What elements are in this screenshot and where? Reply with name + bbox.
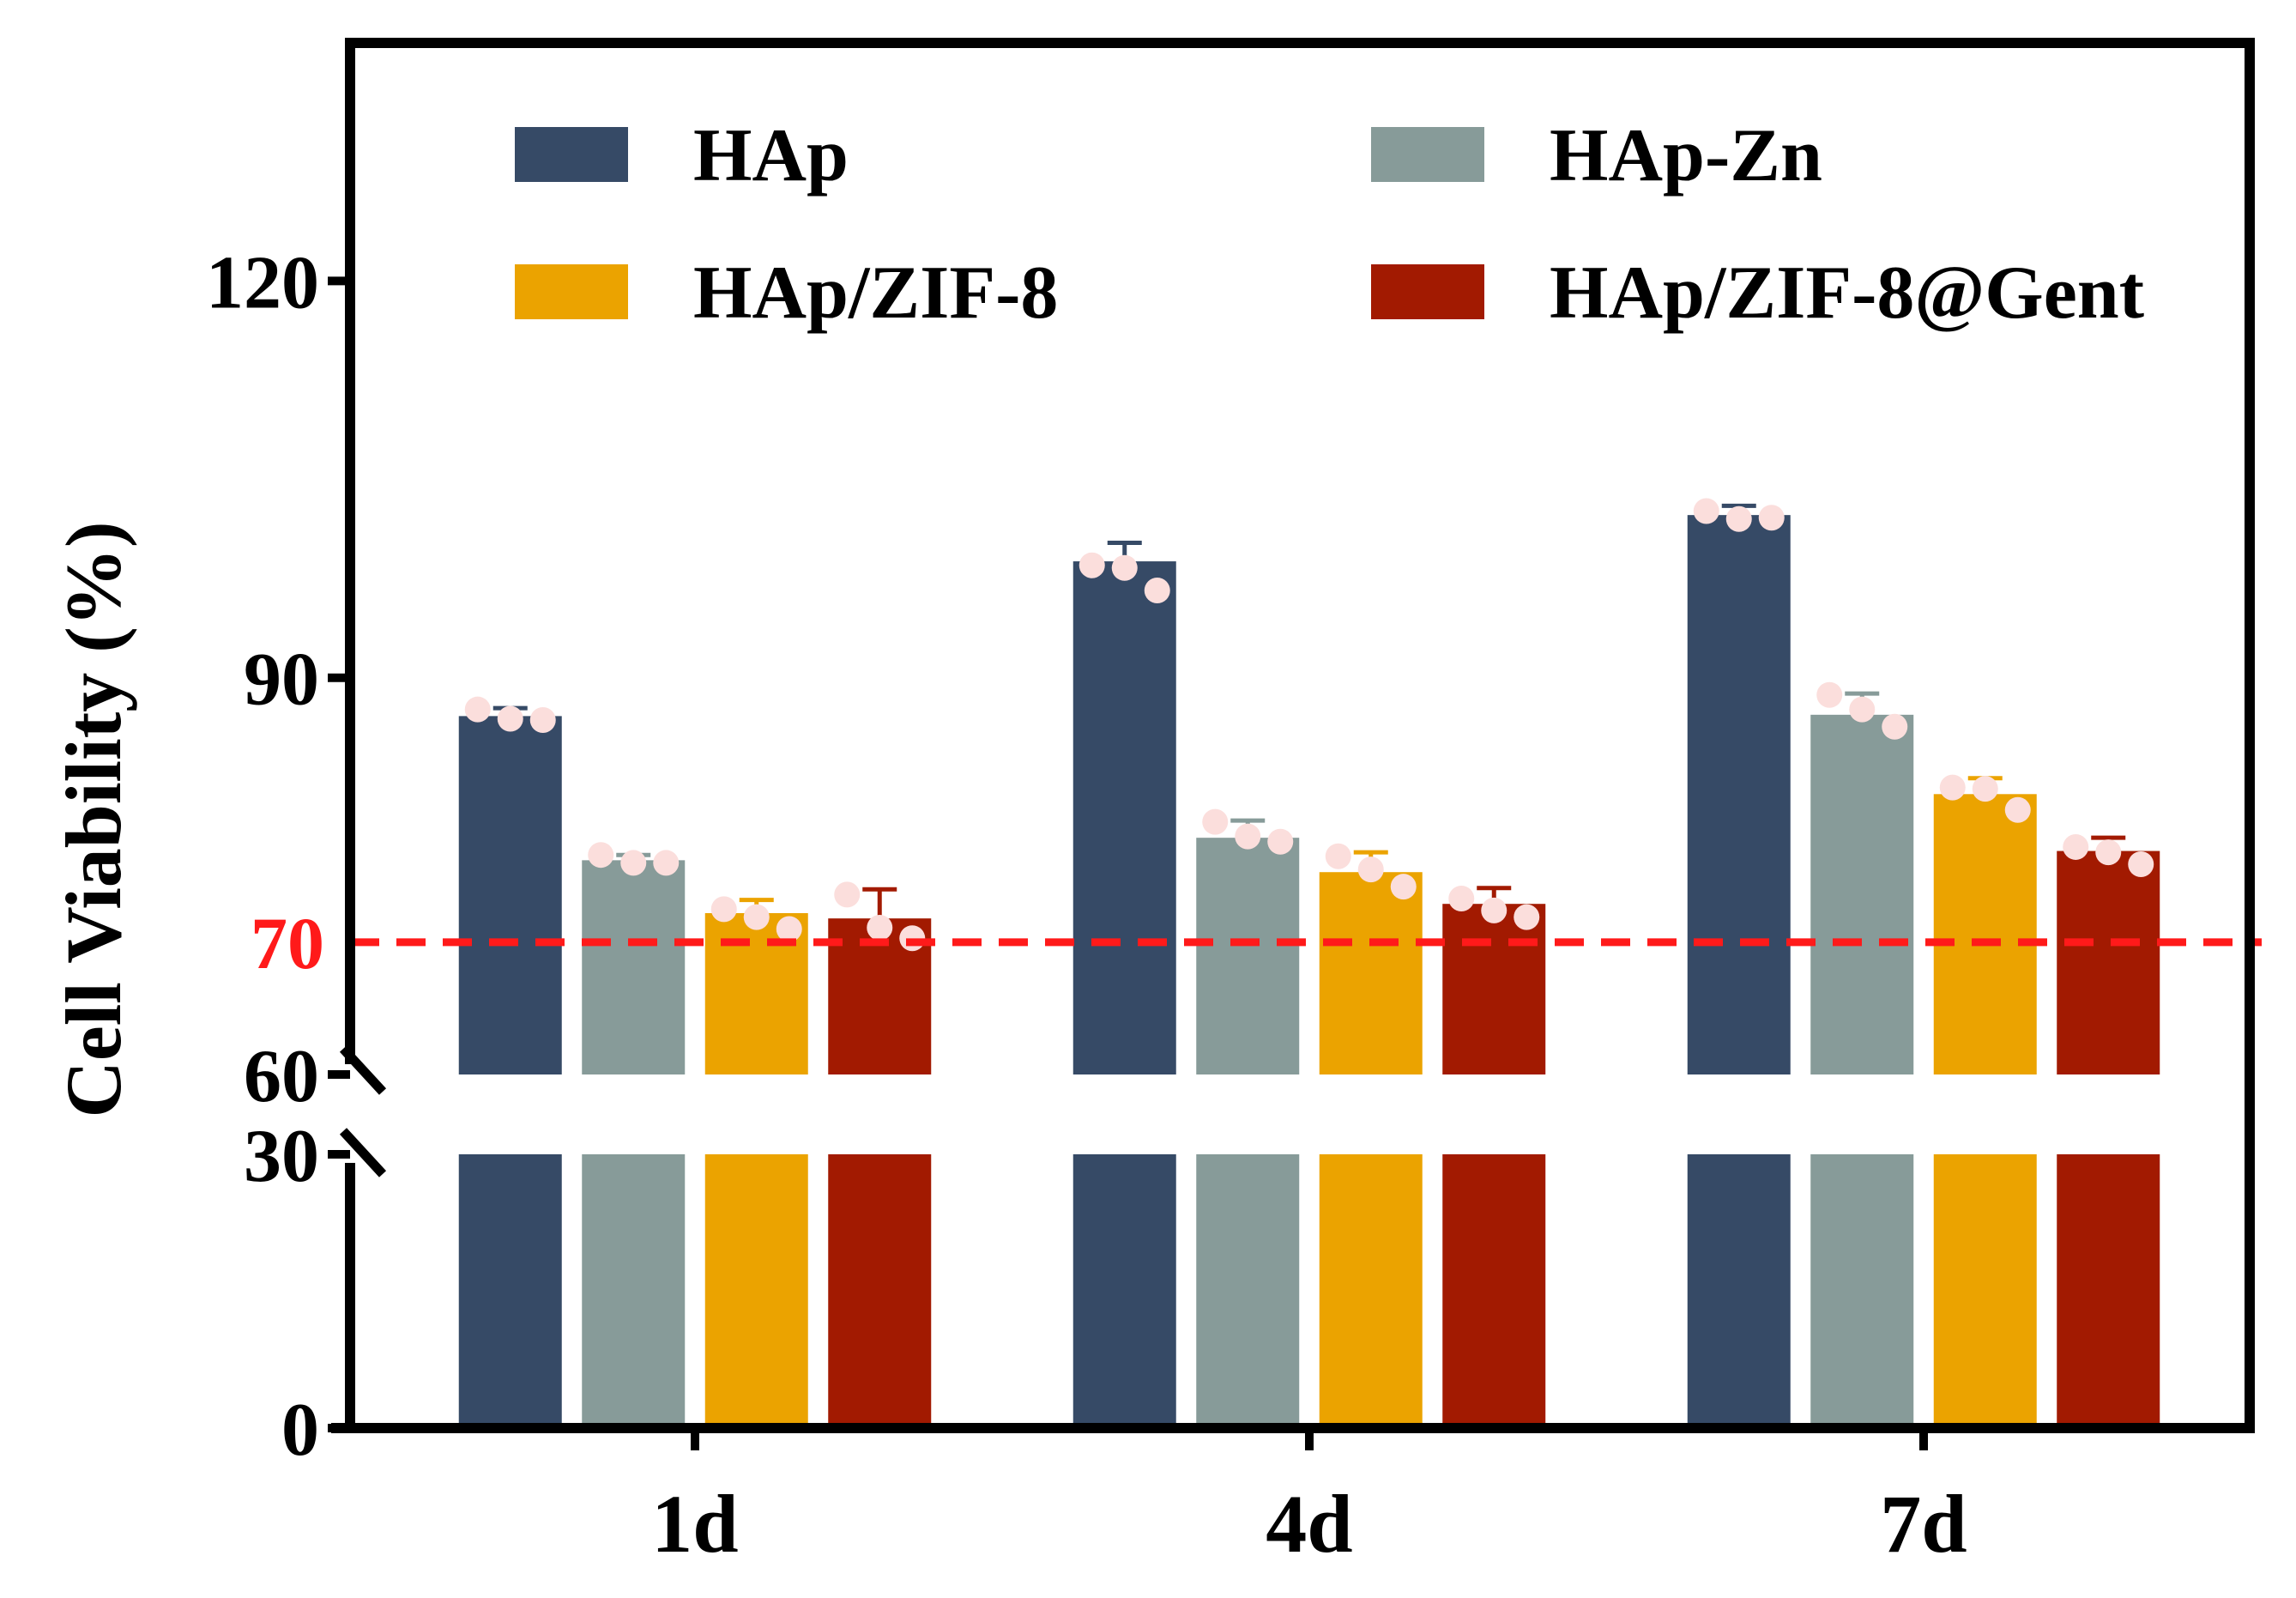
data-point-HAp-1d-1 [464, 696, 491, 723]
x-tick-label-1d: 1d [651, 1478, 738, 1570]
bar-HAp/ZIF-8-4d [1319, 872, 1423, 1074]
data-point-HAp/ZIF-8@Gent-4d-1 [1448, 886, 1475, 912]
bar-lower-HAp/ZIF-8@Gent-1d [828, 1154, 932, 1428]
y-tick-label-60: 60 [244, 1035, 319, 1118]
axis-break-mark-upper [339, 1045, 387, 1095]
data-point-HAp-7d-1 [1693, 498, 1719, 524]
legend-label-HAp/ZIF-8: HAp/ZIF-8 [693, 251, 1058, 335]
data-point-HAp/ZIF-8@Gent-1d-3 [899, 925, 926, 952]
data-point-HAp-1d-3 [529, 707, 556, 734]
y-tick-label-120: 120 [206, 241, 319, 324]
bar-lower-HAp/ZIF-8-4d [1319, 1154, 1423, 1428]
x-tick-label-7d: 7d [1880, 1478, 1967, 1570]
bar-HAp-7d [1687, 515, 1791, 1074]
bar-HAp-Zn-1d [582, 860, 686, 1074]
y-tick-label-30: 30 [244, 1115, 319, 1198]
x-tick-label-4d: 4d [1266, 1478, 1352, 1570]
legend-swatch-HAp [515, 127, 628, 182]
data-point-HAp-Zn-7d-2 [1849, 696, 1876, 723]
data-point-HAp-Zn-1d-1 [588, 842, 614, 869]
plot-area [350, 498, 2262, 1428]
data-point-HAp/ZIF-8@Gent-7d-2 [2095, 839, 2122, 866]
bar-lower-HAp-7d [1687, 1154, 1791, 1428]
bar-lower-HAp-1d [458, 1154, 562, 1428]
bar-HAp/ZIF-8-7d [1933, 794, 2037, 1074]
bar-HAp-Zn-4d [1196, 838, 1300, 1074]
bar-HAp-Zn-7d [1810, 714, 1914, 1074]
bar-HAp/ZIF-8@Gent-4d [1442, 904, 1546, 1074]
axis-break-mark-lower [339, 1128, 387, 1177]
data-point-HAp/ZIF-8-7d-3 [2004, 796, 2031, 823]
data-point-HAp/ZIF-8-1d-2 [743, 904, 770, 930]
data-point-HAp-Zn-7d-1 [1816, 681, 1843, 708]
data-point-HAp-Zn-7d-3 [1882, 713, 1908, 740]
y-axis-label: Cell Viability (%) [50, 521, 137, 1117]
data-point-HAp/ZIF-8@Gent-1d-1 [834, 881, 861, 908]
y-tick-label-0: 0 [281, 1389, 319, 1472]
y-tick-label-90: 90 [244, 639, 319, 722]
bar-lower-HAp/ZIF-8@Gent-7d [2057, 1154, 2160, 1428]
data-point-HAp-4d-3 [1144, 577, 1170, 603]
bar-HAp-4d [1072, 561, 1176, 1074]
data-point-HAp/ZIF-8@Gent-7d-3 [2128, 850, 2154, 877]
legend-label-HAp-Zn: HAp-Zn [1550, 114, 1822, 197]
data-point-HAp/ZIF-8@Gent-4d-2 [1481, 897, 1508, 923]
bar-lower-HAp-Zn-4d [1196, 1154, 1300, 1428]
data-point-HAp/ZIF-8-4d-3 [1390, 874, 1417, 900]
data-point-HAp/ZIF-8-1d-3 [776, 916, 802, 942]
bar-lower-HAp/ZIF-8-1d [704, 1154, 808, 1428]
data-point-HAp-Zn-1d-2 [620, 850, 647, 876]
data-point-HAp-1d-2 [497, 705, 523, 732]
data-point-HAp-Zn-4d-1 [1202, 808, 1229, 835]
bar-lower-HAp/ZIF-8-7d [1933, 1154, 2037, 1428]
bar-lower-HAp-Zn-1d [582, 1154, 686, 1428]
legend: HAp HAp-Zn HAp/ZIF-8 HAp/ZIF-8@Gent [515, 114, 2144, 335]
bar-HAp-1d [458, 716, 562, 1074]
data-point-HAp/ZIF-8-4d-2 [1357, 857, 1384, 883]
data-point-HAp-4d-1 [1079, 552, 1105, 578]
data-point-HAp-Zn-4d-2 [1235, 823, 1261, 850]
bar-lower-HAp/ZIF-8@Gent-4d [1442, 1154, 1546, 1428]
data-point-HAp/ZIF-8@Gent-7d-1 [2063, 833, 2089, 860]
data-point-HAp-7d-3 [1758, 505, 1785, 531]
legend-label-HAp: HAp [693, 114, 849, 197]
legend-swatch-HAp/ZIF-8@Gent [1371, 264, 1484, 319]
data-point-HAp/ZIF-8-7d-2 [1972, 776, 1998, 802]
data-point-HAp/ZIF-8-7d-1 [1939, 774, 1966, 801]
data-point-HAp/ZIF-8-1d-1 [710, 896, 737, 923]
legend-swatch-HAp/ZIF-8 [515, 264, 628, 319]
bar-lower-HAp-Zn-7d [1810, 1154, 1914, 1428]
threshold-label: 70 [251, 902, 324, 984]
legend-swatch-HAp-Zn [1371, 127, 1484, 182]
data-point-HAp/ZIF-8@Gent-1d-2 [867, 914, 893, 941]
data-point-HAp-Zn-1d-3 [653, 850, 680, 876]
data-point-HAp-7d-2 [1725, 505, 1752, 532]
data-point-HAp/ZIF-8-4d-1 [1325, 843, 1351, 869]
data-point-HAp-4d-2 [1111, 554, 1138, 581]
data-point-HAp/ZIF-8@Gent-4d-3 [1514, 904, 1540, 930]
data-point-HAp-Zn-4d-3 [1267, 828, 1294, 855]
bar-lower-HAp-4d [1072, 1154, 1176, 1428]
legend-label-HAp/ZIF-8@Gent: HAp/ZIF-8@Gent [1550, 251, 2144, 335]
bar-HAp/ZIF-8@Gent-7d [2057, 850, 2160, 1074]
